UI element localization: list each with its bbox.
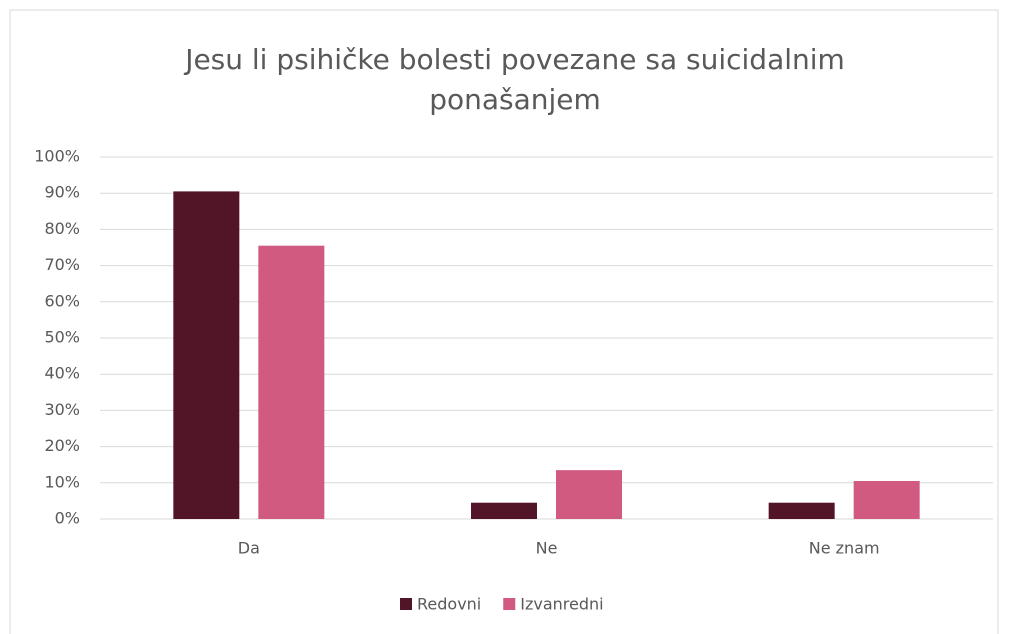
y-tick-label: 0%	[55, 509, 80, 528]
bar	[556, 470, 622, 519]
y-tick-label: 20%	[44, 436, 80, 455]
chart-title: Jesu li psihičke bolesti povezane sa sui…	[185, 43, 845, 116]
bar	[258, 245, 325, 519]
legend-label: Redovni	[417, 595, 481, 614]
y-tick-label: 50%	[44, 328, 80, 347]
y-tick-label: 100%	[34, 147, 80, 166]
y-tick-label: 60%	[44, 291, 80, 310]
x-tick-label: Da	[238, 539, 260, 558]
legend-swatch	[400, 598, 412, 610]
y-tick-label: 90%	[44, 183, 80, 202]
bar	[768, 502, 835, 519]
y-tick-label: 10%	[44, 472, 80, 491]
bar	[173, 191, 240, 519]
y-tick-label: 80%	[44, 219, 80, 238]
legend-label: Izvanredni	[520, 595, 603, 614]
x-tick-label: Ne	[536, 539, 558, 558]
y-tick-label: 70%	[44, 255, 80, 274]
chart-border	[9, 9, 999, 634]
bar	[853, 480, 920, 519]
legend-swatch	[503, 598, 516, 610]
bar	[471, 502, 537, 519]
y-tick-label: 40%	[44, 364, 80, 383]
y-tick-label: 30%	[44, 400, 80, 419]
x-tick-label: Ne znam	[809, 539, 880, 558]
